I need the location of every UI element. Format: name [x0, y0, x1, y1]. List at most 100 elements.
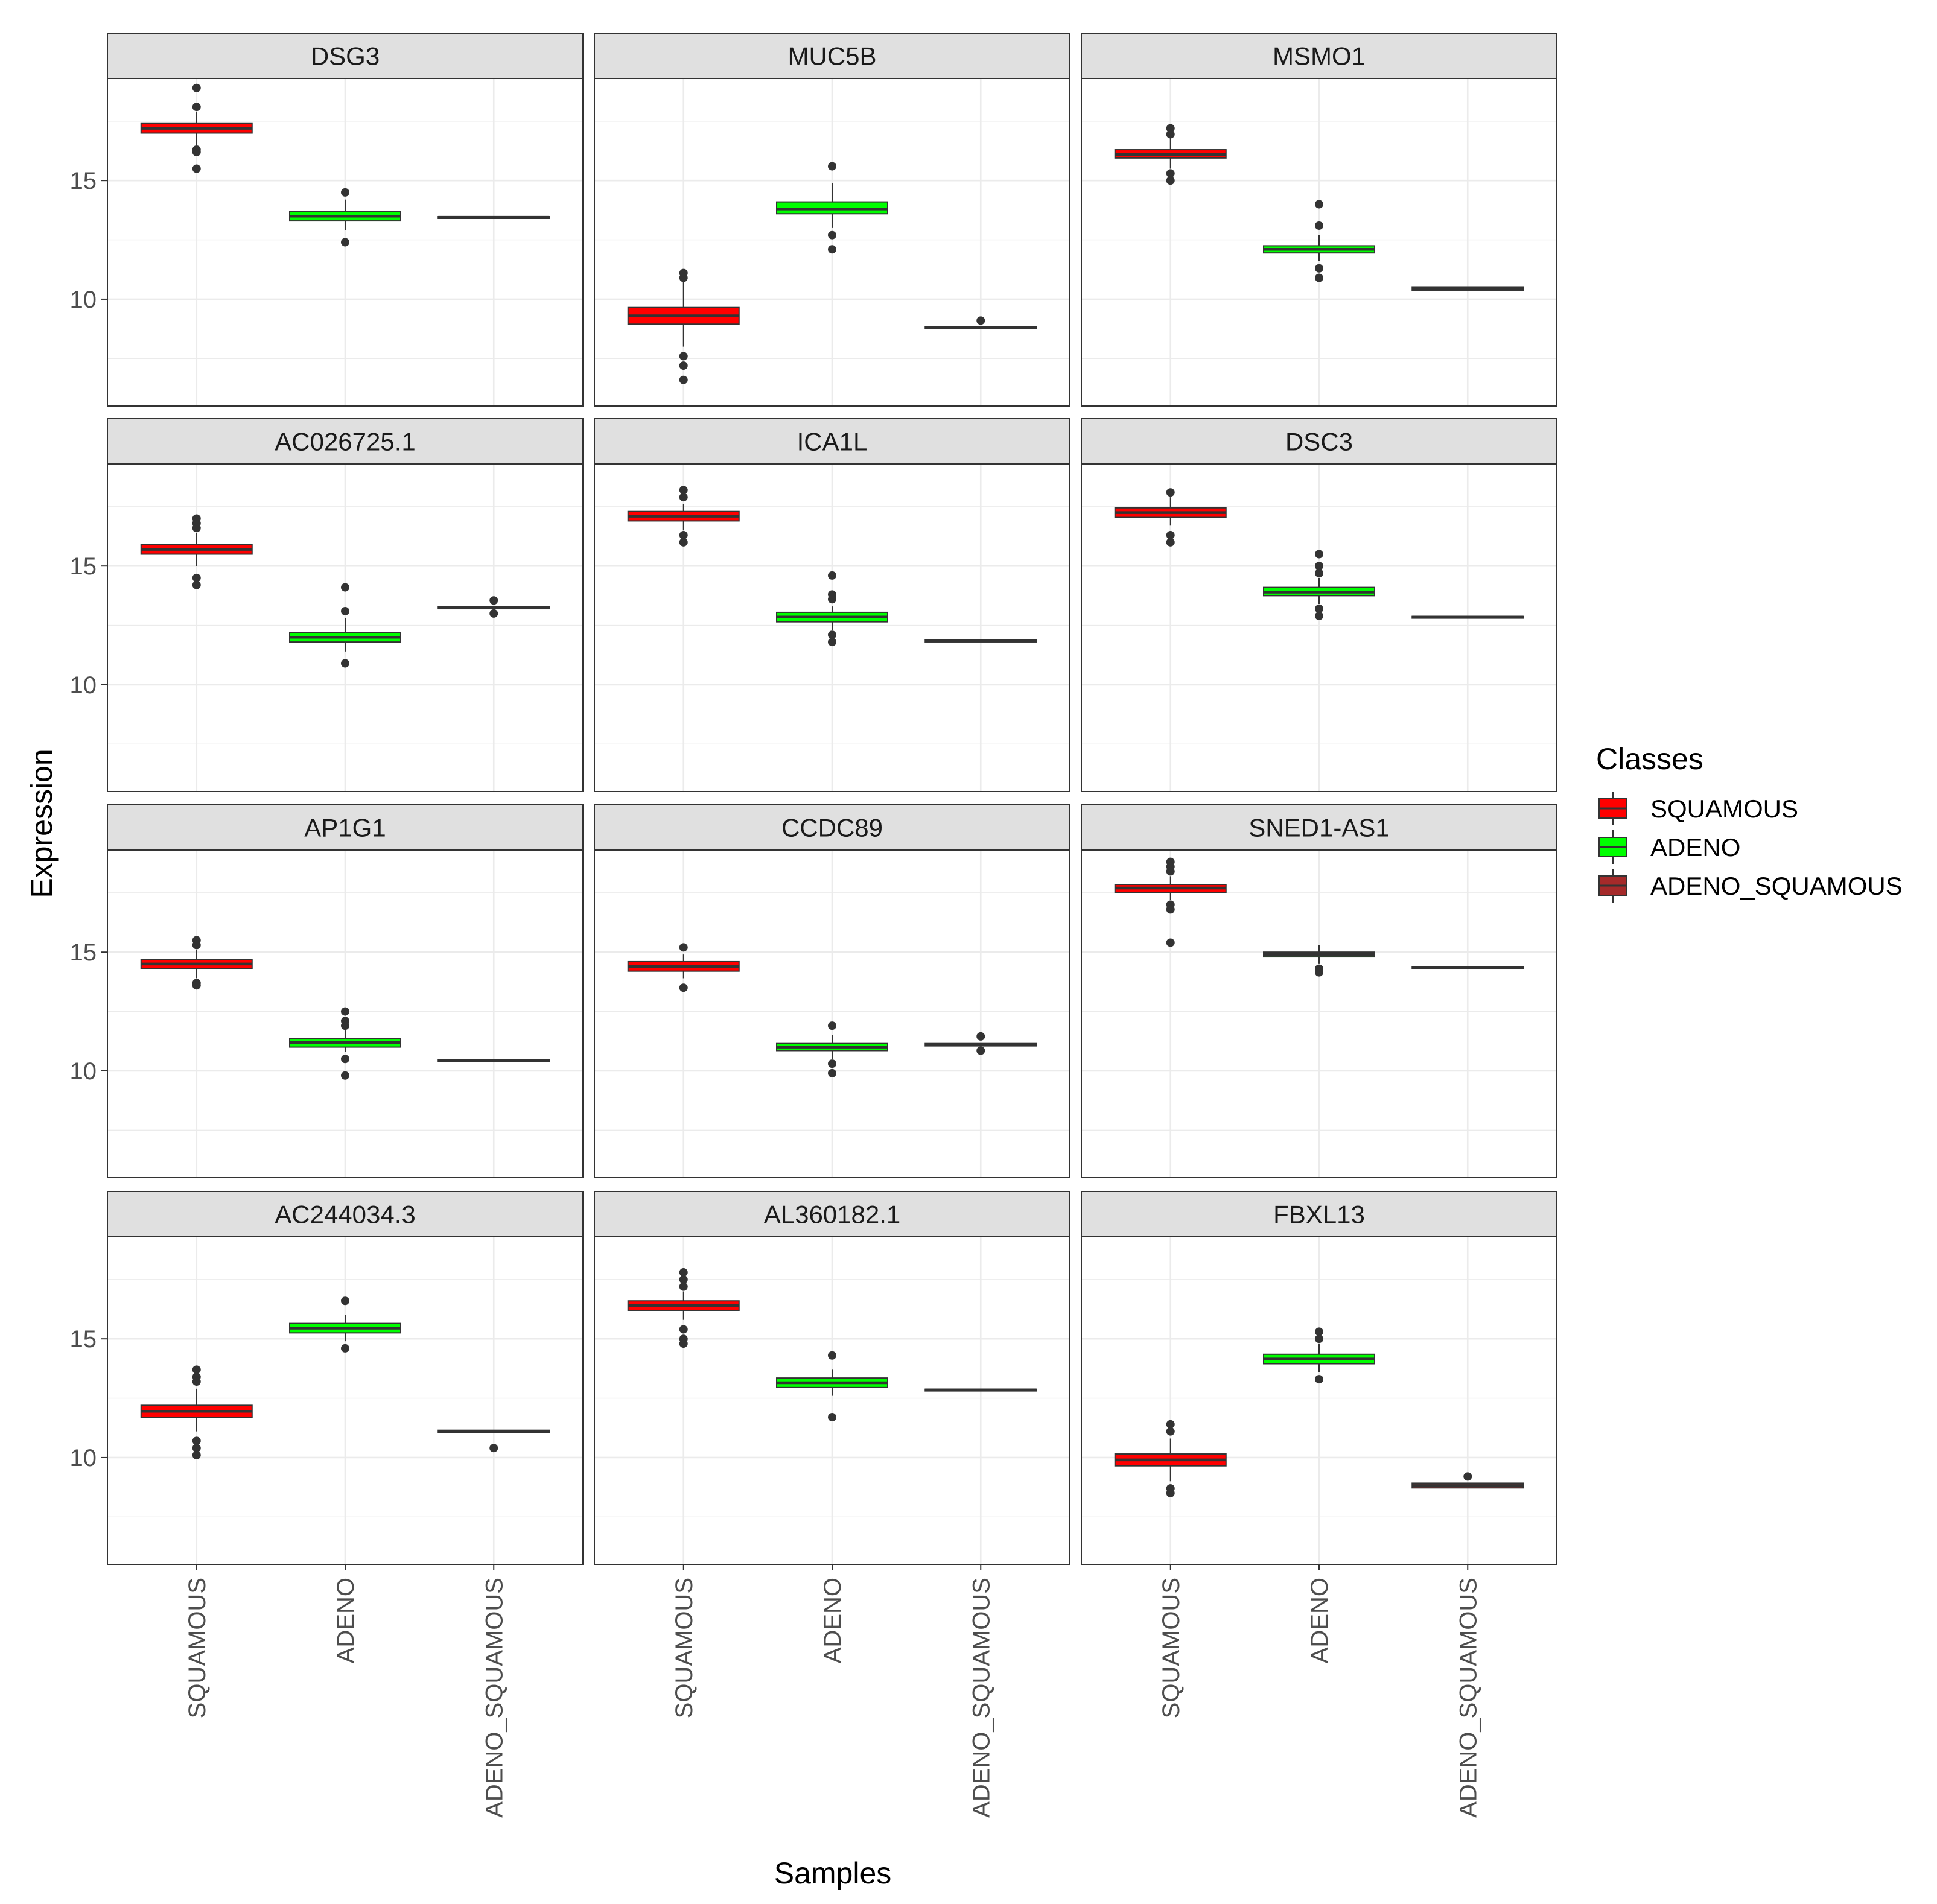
facet-strip-label: ICA1L	[797, 428, 868, 456]
outlier-point	[192, 164, 201, 173]
box-dsc3-squamous	[1114, 488, 1227, 547]
facet-ap1g1: AP1G1	[107, 804, 584, 1178]
outlier-point	[1315, 562, 1323, 571]
facet-panels: DSG3 MUC5B MSMO1 AC026725.1 ICA1L DSC3 AP1G1 CC…	[107, 33, 1557, 1565]
legend-item-adeno: ADENO	[1598, 830, 1740, 864]
box-muc5b-adeno-squamous	[924, 316, 1037, 329]
box-muc5b-adeno	[776, 162, 888, 254]
outlier-point	[192, 1451, 201, 1459]
outlier-point	[828, 1413, 836, 1422]
outlier-point	[341, 606, 349, 615]
legend-title: Classes	[1596, 742, 1703, 776]
box-fbxl13-adeno-squamous	[1411, 1472, 1524, 1489]
facet-strip-label: AC244034.3	[275, 1201, 416, 1229]
x-tick-label: ADENO_SQUAMOUS	[1455, 1578, 1481, 1818]
facet-ac244034-3: AC244034.3	[107, 1191, 584, 1565]
facet-strip-label: SNED1-AS1	[1248, 814, 1389, 842]
facet-fbxl13: FBXL13	[1081, 1191, 1557, 1565]
outlier-point	[828, 1351, 836, 1360]
outlier-point	[341, 1296, 349, 1306]
box-sned1-as1-adeno-squamous	[1411, 966, 1524, 969]
outlier-point	[192, 147, 201, 156]
facet-strip	[594, 1191, 1070, 1237]
facet-strip	[594, 33, 1070, 79]
box-ica1l-adeno-squamous	[924, 639, 1037, 643]
box-msmo1-adeno	[1263, 200, 1375, 282]
legend-item-adeno-squamous: ADENO_SQUAMOUS	[1598, 869, 1903, 903]
x-tick-label: SQUAMOUS	[184, 1578, 211, 1718]
outlier-point	[192, 941, 201, 950]
facet-strip-label: AC026725.1	[275, 428, 416, 456]
outlier-point	[341, 1071, 349, 1080]
facet-strip-label: DSG3	[311, 42, 380, 71]
outlier-point	[679, 375, 688, 384]
outlier-point	[1166, 176, 1175, 185]
facet-strip-label: MSMO1	[1273, 42, 1366, 71]
outlier-point	[1315, 221, 1323, 230]
box-ac026725-1-squamous	[140, 514, 253, 589]
outlier-point	[1166, 1420, 1175, 1429]
outlier-point	[192, 981, 201, 990]
outlier-point	[1315, 200, 1323, 209]
outlier-point	[976, 1046, 985, 1055]
x-tick-label: SQUAMOUS	[671, 1578, 698, 1718]
outlier-point	[1315, 1334, 1323, 1344]
box-ccdc89-squamous	[627, 943, 740, 992]
box-ica1l-adeno	[776, 571, 888, 647]
outlier-point	[1166, 531, 1175, 540]
facet-strip	[594, 804, 1070, 851]
facet-strip-label: CCDC89	[781, 814, 883, 842]
outlier-point	[341, 1344, 349, 1353]
outlier-point	[341, 1021, 349, 1030]
outlier-point	[1463, 1472, 1472, 1481]
y-tick-label: 10	[70, 1058, 97, 1085]
outlier-point	[489, 1444, 498, 1453]
y-tick-label: 15	[70, 1326, 97, 1353]
box-dsg3-squamous	[140, 83, 253, 173]
facet-ac026725-1: AC026725.1	[107, 418, 584, 792]
box-fbxl13-adeno	[1263, 1327, 1375, 1384]
y-axis: 10 15 10 15 10 15 10 15	[70, 168, 107, 1471]
outlier-point	[1166, 1488, 1175, 1497]
y-tick-label: 10	[70, 287, 97, 313]
box-al360182-1-adeno	[776, 1351, 888, 1422]
facet-dsc3: DSC3	[1081, 418, 1557, 792]
outlier-point	[828, 630, 836, 639]
box-dsg3-adeno-squamous	[437, 215, 550, 220]
y-tick-label: 15	[70, 939, 97, 966]
box-ccdc89-adeno-squamous	[924, 1032, 1037, 1055]
legend-items: SQUAMOUS ADENO ADENO_SQUAMOUS	[1598, 792, 1903, 903]
facet-strip-label: MUC5B	[787, 42, 876, 71]
outlier-point	[192, 1377, 201, 1386]
outlier-point	[976, 1032, 985, 1041]
facet-strip	[107, 418, 584, 465]
outlier-point	[1166, 169, 1175, 178]
x-tick-label: ADENO	[332, 1578, 359, 1663]
y-tick-label: 10	[70, 672, 97, 699]
outlier-point	[1315, 569, 1323, 577]
outlier-point	[679, 1282, 688, 1291]
facet-muc5b: MUC5B	[594, 33, 1070, 407]
outlier-point	[679, 493, 688, 502]
outlier-point	[679, 531, 688, 540]
x-tick-label: SQUAMOUS	[1158, 1578, 1185, 1718]
facet-sned1-as1: SNED1-AS1	[1081, 804, 1557, 1178]
box-dsc3-adeno	[1263, 550, 1375, 620]
y-tick-label: 10	[70, 1445, 97, 1471]
facet-strip	[594, 418, 1070, 465]
facet-ccdc89: CCDC89	[594, 804, 1070, 1178]
y-tick-label: 15	[70, 553, 97, 580]
box-msmo1-squamous	[1114, 124, 1227, 185]
box-al360182-1-adeno-squamous	[924, 1388, 1037, 1392]
x-tick-label: ADENO	[1306, 1578, 1333, 1663]
box-dsc3-adeno-squamous	[1411, 615, 1524, 619]
facet-strip	[1081, 418, 1557, 465]
outlier-point	[828, 571, 836, 580]
box-fbxl13-squamous	[1114, 1420, 1227, 1497]
legend: Classes SQUAMOUS ADENO ADENO_SQUAMOUS	[1596, 742, 1903, 903]
facet-strip	[107, 804, 584, 851]
outlier-point	[679, 352, 688, 361]
box-sned1-as1-adeno	[1263, 945, 1375, 977]
facet-ica1l: ICA1L	[594, 418, 1070, 792]
outlier-point	[1166, 538, 1175, 547]
